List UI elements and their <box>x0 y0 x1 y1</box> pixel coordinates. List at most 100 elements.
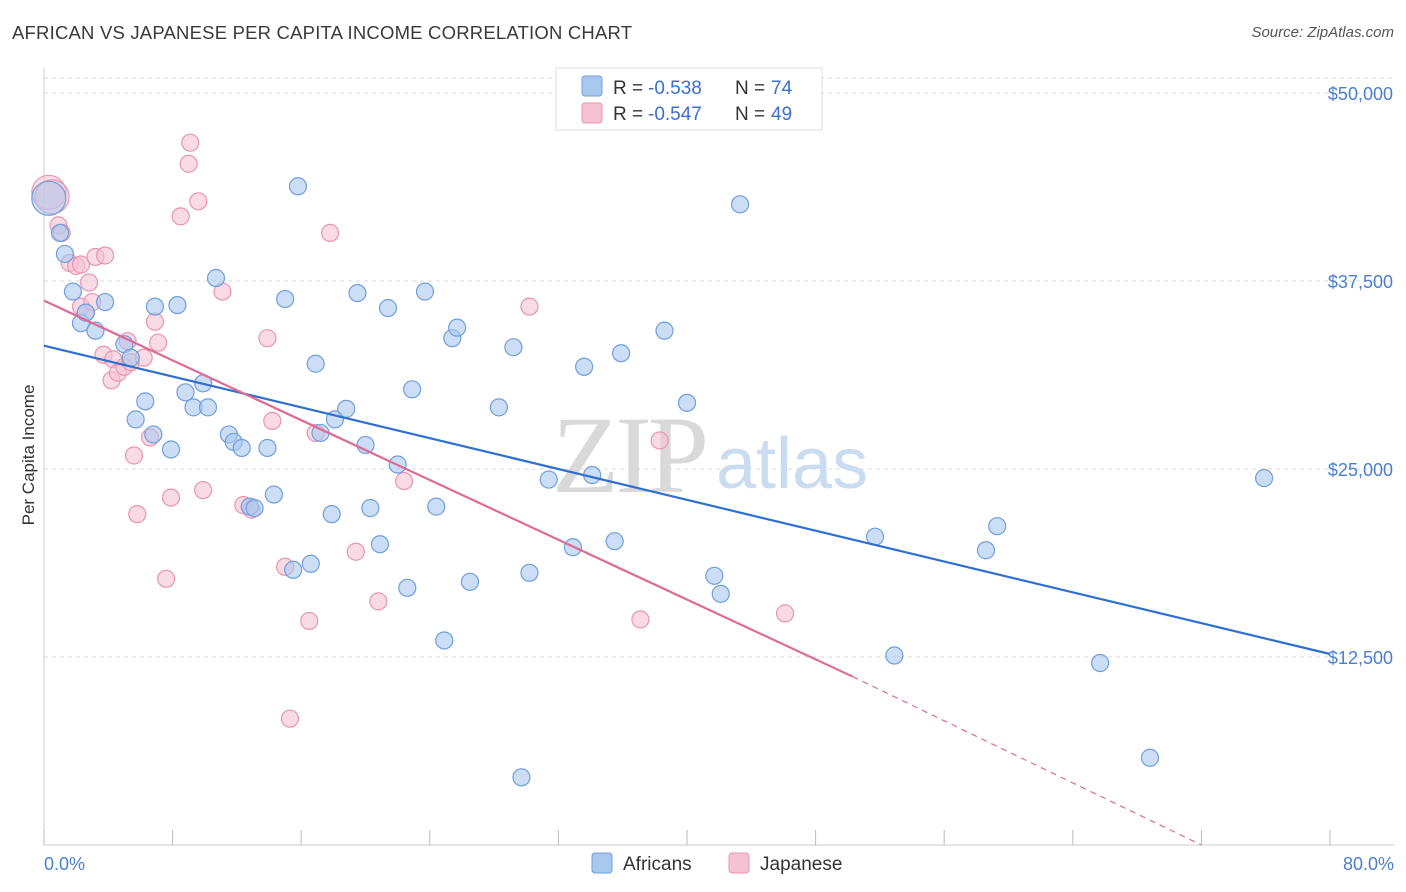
africans-point <box>976 541 996 560</box>
africans-r-label: R = <box>613 78 643 99</box>
africans-point <box>988 517 1007 536</box>
africans-point <box>348 283 367 303</box>
africans-point <box>403 380 422 399</box>
japanese-point <box>79 273 99 292</box>
japanese-trend-line <box>43 299 854 678</box>
africans-legend-swatch <box>581 75 603 97</box>
japanese-r-label: R = <box>613 104 643 125</box>
series-legend: Africans Japanese <box>591 852 842 875</box>
africans-point <box>655 321 674 340</box>
africans-point <box>677 393 697 412</box>
japanese-r-value: -0.547 <box>648 104 702 125</box>
africans-point <box>168 295 187 315</box>
japanese-point <box>179 154 198 173</box>
africans-point <box>161 440 181 459</box>
africans-point <box>1091 653 1110 673</box>
africans-point <box>448 318 467 337</box>
africans-point <box>605 532 624 551</box>
africans-n-value: 74 <box>771 78 793 99</box>
africans-point <box>232 438 251 458</box>
japanese-point <box>520 297 539 316</box>
africans-point <box>264 485 283 504</box>
africans-point <box>361 499 380 518</box>
africans-point <box>301 554 320 573</box>
japanese-trend-extension <box>852 676 1202 846</box>
y-tick-labels: $12,500 $25,000 $37,500 $50,000 <box>1328 84 1393 668</box>
africans-point <box>206 268 226 288</box>
trend-lines <box>43 299 1331 846</box>
japanese-point <box>95 246 115 265</box>
chart-title: AFRICAN VS JAPANESE PER CAPITA INCOME CO… <box>12 22 633 43</box>
africans-point <box>145 297 165 316</box>
africans-point <box>378 299 398 318</box>
japanese-point <box>149 333 168 352</box>
japanese-point <box>631 610 650 629</box>
africans-point <box>460 572 480 591</box>
africans-point <box>50 223 70 243</box>
japanese-point <box>258 329 277 348</box>
africans-point <box>730 195 750 214</box>
africans-point <box>489 398 509 417</box>
x-tick-label-max: 80.0% <box>1343 854 1394 874</box>
africans-n-label: N = <box>735 78 765 99</box>
africans-point <box>284 560 303 579</box>
africans-r-value: -0.538 <box>648 78 702 99</box>
y-axis-label: Per Capita Income <box>19 385 38 526</box>
japanese-point <box>650 431 669 450</box>
africans-point <box>427 497 446 516</box>
africans-point <box>435 631 454 650</box>
watermark: ZIP atlas <box>552 394 868 516</box>
x-tick-label-min: 0.0% <box>44 854 85 874</box>
africans-point <box>885 646 904 665</box>
africans-point <box>504 338 523 357</box>
africans-point <box>415 282 435 301</box>
y-tick-label: $12,500 <box>1328 648 1393 668</box>
africans-point <box>136 392 155 411</box>
japanese-point <box>128 505 147 524</box>
japanese-point <box>161 488 181 507</box>
japanese-n-label: N = <box>735 104 765 125</box>
africans-point <box>245 499 264 518</box>
africans-point <box>95 292 115 312</box>
africans-point <box>31 180 67 216</box>
japanese-series-label: Japanese <box>760 854 842 875</box>
stats-legend: R = -0.538 N = 74 R = -0.547 N = 49 <box>555 67 823 131</box>
africans-point <box>1140 748 1160 767</box>
japanese-point <box>369 592 388 611</box>
africans-point <box>63 282 83 301</box>
y-tick-label: $37,500 <box>1328 272 1393 292</box>
japanese-point <box>775 604 795 623</box>
africans-point <box>322 505 341 524</box>
y-tick-label: $25,000 <box>1328 460 1393 480</box>
africans-point <box>398 578 417 597</box>
japanese-point <box>321 223 340 243</box>
africans-point <box>539 470 558 489</box>
africans-point <box>144 425 163 444</box>
africans-point <box>55 244 74 264</box>
africans-point <box>258 438 277 458</box>
africans-point <box>1254 468 1274 488</box>
japanese-point <box>171 207 190 226</box>
japanese-point <box>157 569 176 588</box>
japanese-point <box>263 411 282 430</box>
africans-point <box>575 357 594 376</box>
japanese-point <box>71 255 91 274</box>
africans-point <box>126 410 145 429</box>
africans-series-label: Africans <box>623 854 692 875</box>
watermark-atlas: atlas <box>716 424 868 504</box>
japanese-point <box>394 471 414 491</box>
japanese-point <box>300 611 319 631</box>
japanese-point <box>189 192 208 211</box>
africans-trend-line <box>43 344 1331 656</box>
watermark-zip: ZIP <box>552 394 705 516</box>
africans-point <box>711 584 730 603</box>
japanese-legend-swatch <box>581 102 603 124</box>
africans-point <box>176 383 195 402</box>
japanese-point <box>280 709 300 728</box>
africans-point <box>705 566 724 585</box>
japanese-point <box>124 446 144 465</box>
japanese-point <box>181 133 200 152</box>
japanese-point <box>346 542 365 561</box>
africans-point <box>121 348 140 367</box>
